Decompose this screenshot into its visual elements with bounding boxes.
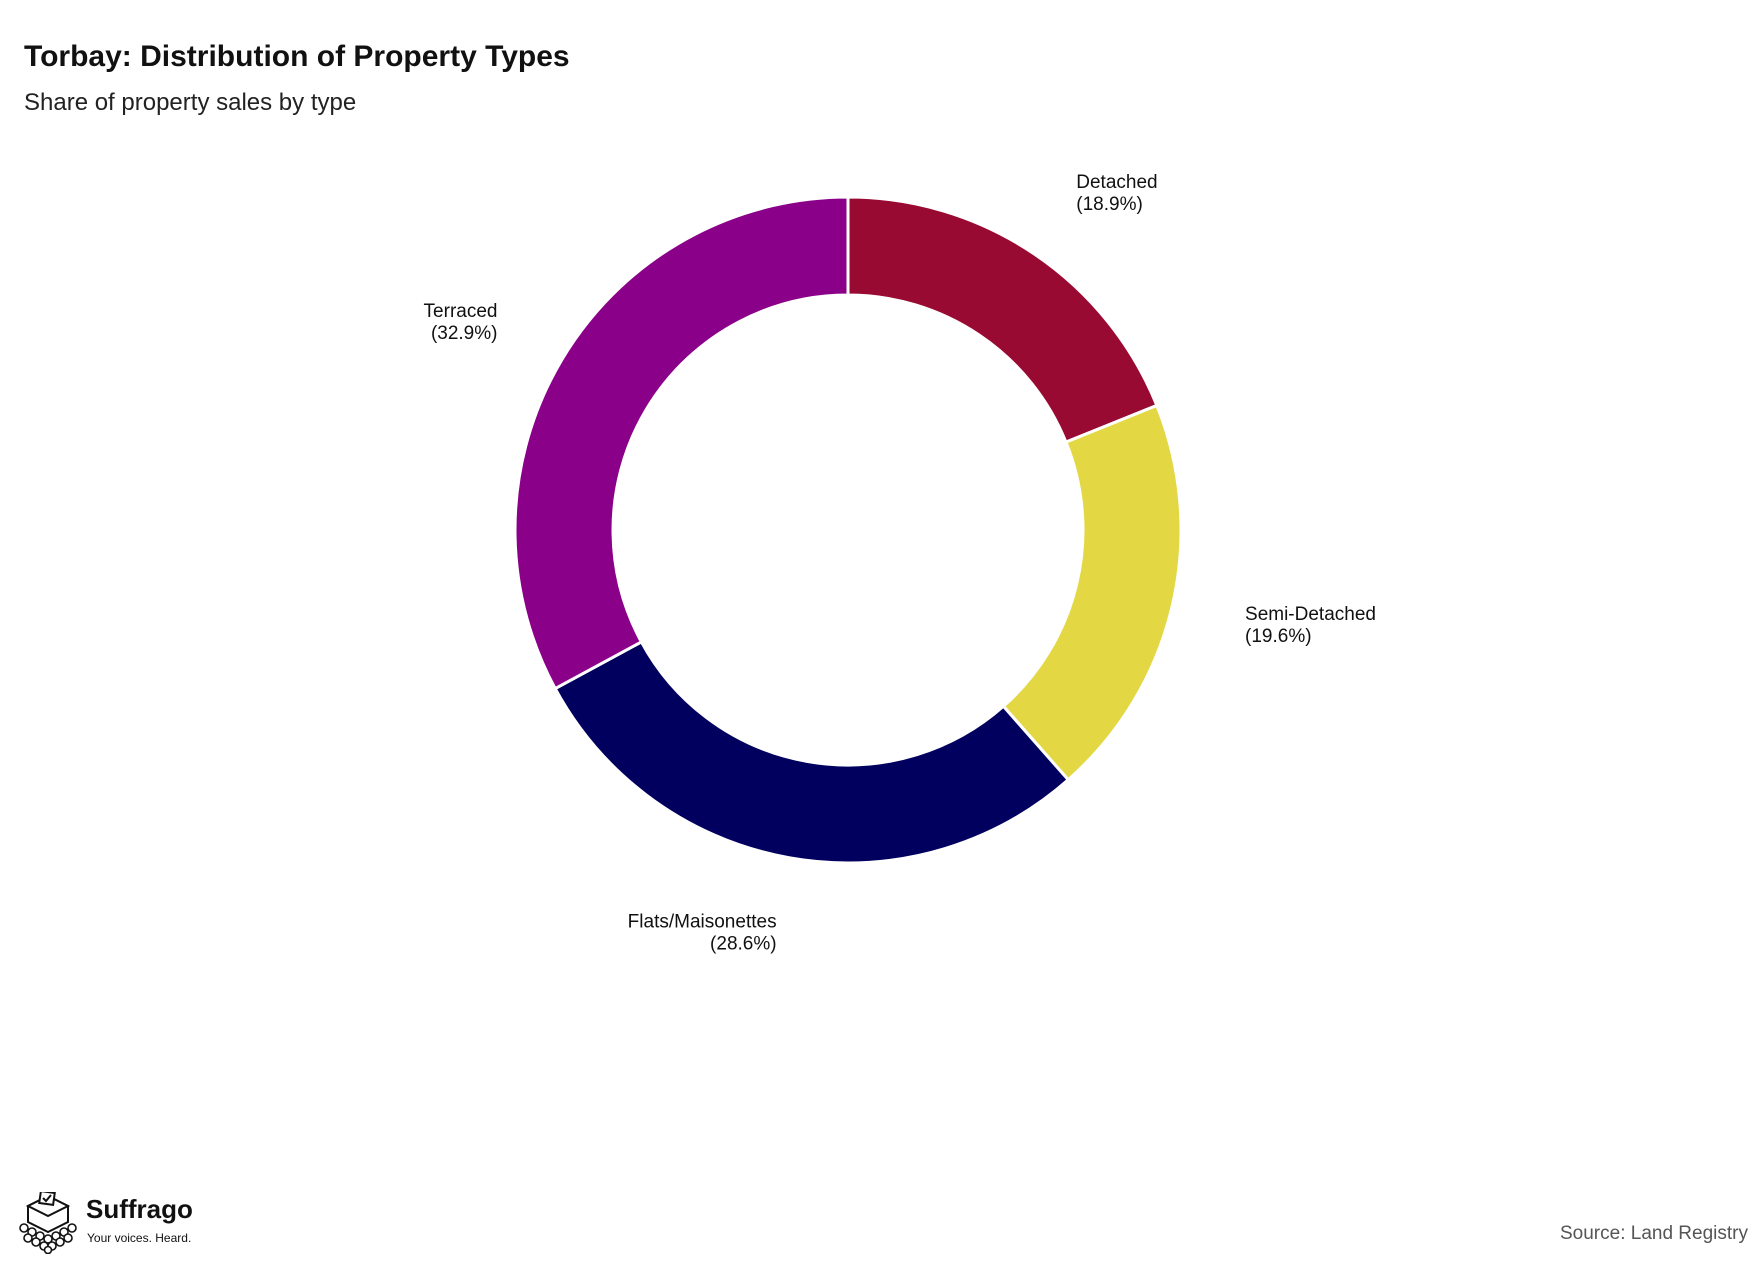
source-note: Source: Land Registry [1560,1223,1748,1244]
brand-logo: Suffrago Your voices. Heard. [16,1192,216,1254]
slice-category-flats-maisonettes: Flats/Maisonettes [628,912,777,933]
slice-label-detached: Detached (18.9%) [1076,172,1157,215]
slice-label-flats-maisonettes: Flats/Maisonettes (28.6%) [628,912,777,955]
slice-label-semi-detached: Semi-Detached (19.6%) [1245,604,1376,647]
ballot-box-icon [19,1192,77,1254]
brand-name: Suffrago [86,1194,193,1224]
brand-tagline: Your voices. Heard. [87,1231,192,1245]
slice-category-detached: Detached [1076,172,1157,193]
slice-value-semi-detached: (19.6%) [1245,626,1312,647]
slice-detached [846,195,1159,445]
slice-value-terraced: (32.9%) [431,323,498,344]
chart-subtitle: Share of property sales by type [24,89,357,116]
slice-category-terraced: Terraced [424,301,498,322]
slice-semi-detached [1001,403,1183,782]
slice-value-detached: (18.9%) [1076,194,1143,215]
slice-flats-maisonettes [553,639,1071,865]
chart-title: Torbay: Distribution of Property Types [24,40,570,73]
slice-category-semi-detached: Semi-Detached [1245,604,1376,625]
slice-terraced [513,195,850,691]
slice-value-flats-maisonettes: (28.6%) [710,934,777,955]
slice-label-terraced: Terraced (32.9%) [424,301,498,344]
